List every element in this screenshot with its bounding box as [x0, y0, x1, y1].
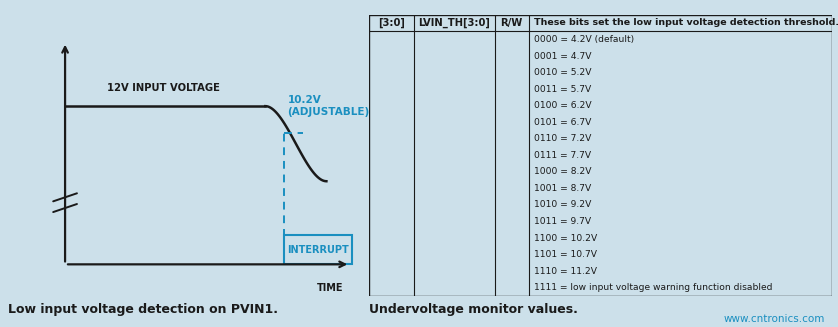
Text: 1101 = 10.7V: 1101 = 10.7V [534, 250, 597, 259]
Text: INTERRUPT: INTERRUPT [287, 245, 349, 255]
Text: 0111 = 7.7V: 0111 = 7.7V [534, 151, 592, 160]
Text: TIME: TIME [317, 283, 343, 293]
Text: These bits set the low input voltage detection threshold.: These bits set the low input voltage det… [534, 19, 838, 27]
Text: 0100 = 6.2V: 0100 = 6.2V [534, 101, 592, 110]
Text: 1111 = low input voltage warning function disabled: 1111 = low input voltage warning functio… [534, 283, 773, 292]
Text: Low input voltage detection on PVIN1.: Low input voltage detection on PVIN1. [8, 302, 278, 316]
Text: 10.2V
(ADJUSTABLE): 10.2V (ADJUSTABLE) [287, 95, 370, 117]
Bar [284, 235, 352, 264]
Text: 1100 = 10.2V: 1100 = 10.2V [534, 233, 597, 243]
Text: www.cntronics.com: www.cntronics.com [723, 314, 825, 324]
Text: 12V INPUT VOLTAGE: 12V INPUT VOLTAGE [107, 83, 220, 93]
Text: 0001 = 4.7V: 0001 = 4.7V [534, 52, 592, 60]
Text: [3:0]: [3:0] [378, 18, 405, 28]
Text: 1011 = 9.7V: 1011 = 9.7V [534, 217, 592, 226]
Text: 1010 = 9.2V: 1010 = 9.2V [534, 200, 592, 210]
Text: 1110 = 11.2V: 1110 = 11.2V [534, 267, 597, 276]
Text: R/W: R/W [500, 18, 523, 28]
Text: Undervoltage monitor values.: Undervoltage monitor values. [369, 302, 577, 316]
Text: 0010 = 5.2V: 0010 = 5.2V [534, 68, 592, 77]
Text: 1001 = 8.7V: 1001 = 8.7V [534, 184, 592, 193]
Text: 1000 = 8.2V: 1000 = 8.2V [534, 167, 592, 176]
Text: 0000 = 4.2V (default): 0000 = 4.2V (default) [534, 35, 634, 44]
Text: LVIN_TH[3:0]: LVIN_TH[3:0] [418, 18, 490, 28]
Text: 0101 = 6.7V: 0101 = 6.7V [534, 118, 592, 127]
Text: 0011 = 5.7V: 0011 = 5.7V [534, 85, 592, 94]
Text: 0110 = 7.2V: 0110 = 7.2V [534, 134, 592, 143]
